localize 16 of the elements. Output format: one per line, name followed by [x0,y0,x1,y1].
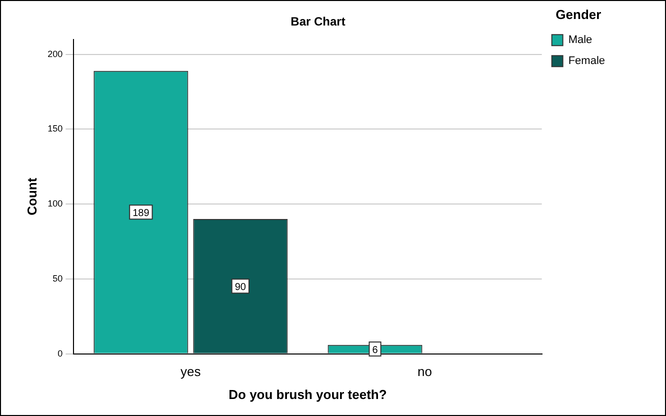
data-label: 189 [132,208,150,219]
legend-title: Gender [556,7,602,22]
y-tick-label: 100 [48,198,63,209]
y-tick-label: 50 [52,273,63,284]
chart-title: Bar Chart [290,14,346,29]
y-tick-label: 150 [48,124,63,134]
y-axis-title: Count [24,177,40,216]
x-axis-title: Do you brush your teeth? [228,386,387,402]
legend-label: Female [568,55,606,68]
data-label: 6 [372,344,378,356]
legend-label: Male [568,34,592,46]
y-tick-label: 0 [58,348,63,358]
y-tick-label: 200 [48,48,63,59]
data-label: 90 [234,282,246,293]
x-tick-label: no [418,364,432,380]
x-tick-label: yes [180,364,202,380]
